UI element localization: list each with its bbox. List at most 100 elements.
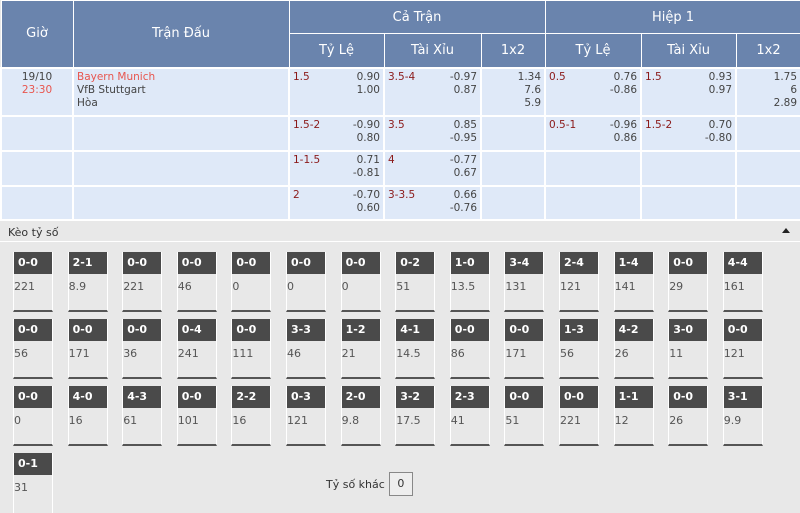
h1-over-under-odd[interactable]: 0.93 [708,70,733,83]
score-cell[interactable]: 0-0 171 [504,319,545,379]
score-cell[interactable]: 4-0 16 [67,386,108,446]
ft-handicap-odd[interactable]: -0.70 [352,188,380,201]
h1-handicap-odd[interactable]: -0.86 [609,83,638,96]
collapse-arrow-icon[interactable] [782,228,790,233]
h1-handicap-line: 0.5-1 [549,118,577,131]
score-label: 4-2 [614,319,653,341]
score-cell[interactable]: 0-0 221 [13,252,53,312]
score-cell[interactable]: 0-3 121 [286,386,326,446]
score-cell[interactable]: 0-0 26 [668,386,709,446]
other-score: Tỷ số khác 0 [326,472,413,496]
score-label: 0-0 [505,386,544,408]
score-cell[interactable]: 0-1 31 [13,453,53,513]
score-cell[interactable]: 3-1 9.9 [722,386,763,446]
score-cell[interactable]: 0-0 29 [668,252,709,312]
score-cell[interactable]: 0-0 221 [122,252,163,312]
score-cell[interactable]: 4-4 161 [722,252,763,312]
ft-over-under-odd[interactable]: 0.85 [453,118,477,131]
h1-handicap-odd[interactable]: 0.86 [613,131,638,144]
h1-over-under-odd[interactable]: 0.70 [708,118,733,131]
h1-1x2-odd[interactable]: 2.89 [773,96,798,109]
odds-row: 19/10 23:30 Bayern Munich VfB Stuttgart Hòa 1… [0,66,800,117]
score-cell[interactable]: 2-2 16 [231,386,272,446]
score-odd: 56 [14,347,28,360]
ft-1x2-odd[interactable]: 1.34 [517,70,542,83]
score-odd: 41 [450,414,465,427]
score-cell[interactable]: 0-0 0 [13,386,53,446]
h1-1x2-odd[interactable]: 6 [790,83,798,96]
score-cell[interactable]: 0-0 221 [559,386,599,446]
ft-over-under-odd[interactable]: 0.66 [453,188,477,201]
ft-over-under-odd[interactable]: -0.97 [449,70,477,83]
score-odd: 161 [723,280,745,293]
h1-over-under-odd[interactable]: 0.97 [708,83,733,96]
score-cell[interactable]: 2-4 121 [559,252,599,312]
correct-score-header[interactable]: Kèo tỷ số [0,220,800,242]
score-cell[interactable]: 2-3 41 [449,386,490,446]
ft-handicap-odd[interactable]: -0.81 [352,166,380,179]
score-cell[interactable]: 1-4 141 [613,252,654,312]
ft-over-under-line: 3-3.5 [388,188,416,201]
odds-row: 1.5-2 -0.90 0.80 3.5 0.85 -0.95 0.5-1 -0.96 0.86… [0,114,800,152]
score-cell[interactable]: 0-0 171 [67,319,108,379]
score-cell[interactable]: 3-4 131 [504,252,545,312]
score-cell[interactable]: 0-0 0 [286,252,326,312]
score-cell[interactable]: 0-0 56 [13,319,53,379]
ft-handicap-odd[interactable]: 0.60 [356,201,380,214]
score-cell[interactable]: 4-1 14.5 [395,319,436,379]
h1-over-under-odd[interactable]: -0.80 [704,131,733,144]
score-cell[interactable]: 0-0 0 [340,252,381,312]
home-team[interactable]: Bayern Munich [77,70,156,83]
score-cell[interactable]: 0-4 241 [176,319,217,379]
other-score-value[interactable]: 0 [388,472,413,496]
score-label: 1-4 [614,252,653,274]
ft-over-under-odd[interactable]: 0.67 [453,166,477,179]
score-cell[interactable]: 3-0 11 [668,319,709,379]
score-cell[interactable]: 4-2 26 [613,319,654,379]
correct-score-section: Kèo tỷ số [0,220,800,500]
away-team[interactable]: VfB Stuttgart [77,83,146,96]
score-odd: 46 [177,280,192,293]
h1-handicap-odd[interactable]: -0.96 [609,118,638,131]
score-label: 0-0 [232,252,271,274]
ft-over-under-odd[interactable]: -0.76 [449,201,477,214]
ft-handicap-odd[interactable]: -0.90 [352,118,380,131]
score-odd: 0 [232,280,240,293]
ft-handicap-line: 1.5 [293,70,310,83]
score-cell[interactable]: 2-0 9.8 [340,386,381,446]
ft-handicap-odd[interactable]: 0.80 [356,131,380,144]
ft-1x2-odd[interactable]: 7.6 [524,83,542,96]
score-cell[interactable]: 1-3 56 [559,319,599,379]
score-cell[interactable]: 3-2 17.5 [395,386,436,446]
match-date: 19/10 [21,70,53,83]
score-odd: 17.5 [396,414,421,427]
score-cell[interactable]: 1-1 12 [613,386,654,446]
score-cell[interactable]: 0-0 121 [722,319,763,379]
ft-handicap-odd[interactable]: 1.00 [356,83,380,96]
ft-over-under-line: 3.5 [388,118,405,131]
score-cell[interactable]: 0-0 101 [176,386,217,446]
score-cell[interactable]: 3-3 46 [286,319,326,379]
ft-over-under-odd[interactable]: -0.77 [449,153,477,166]
score-cell[interactable]: 0-0 0 [231,252,272,312]
score-cell[interactable]: 2-1 8.9 [67,252,108,312]
ft-handicap-odd[interactable]: 0.90 [356,70,380,83]
h1-1x2-odd[interactable]: 1.75 [773,70,798,83]
score-odd: 121 [723,347,745,360]
score-cell[interactable]: 0-0 86 [449,319,490,379]
h1-handicap-odd[interactable]: 0.76 [613,70,638,83]
score-cell[interactable]: 0-0 51 [504,386,545,446]
score-cell[interactable]: 1-0 13.5 [449,252,490,312]
ft-handicap-odd[interactable]: 0.71 [356,153,380,166]
ft-1x2-odd[interactable]: 5.9 [524,96,542,109]
score-odd: 171 [68,347,90,360]
score-cell[interactable]: 0-2 51 [395,252,436,312]
ft-over-under-odd[interactable]: -0.95 [449,131,477,144]
score-cell[interactable]: 1-2 21 [340,319,381,379]
score-cell[interactable]: 0-0 36 [122,319,163,379]
score-label: 3-0 [669,319,708,341]
score-cell[interactable]: 4-3 61 [122,386,163,446]
ft-over-under-odd[interactable]: 0.87 [453,83,477,96]
score-cell[interactable]: 0-0 46 [176,252,217,312]
score-cell[interactable]: 0-0 111 [231,319,272,379]
